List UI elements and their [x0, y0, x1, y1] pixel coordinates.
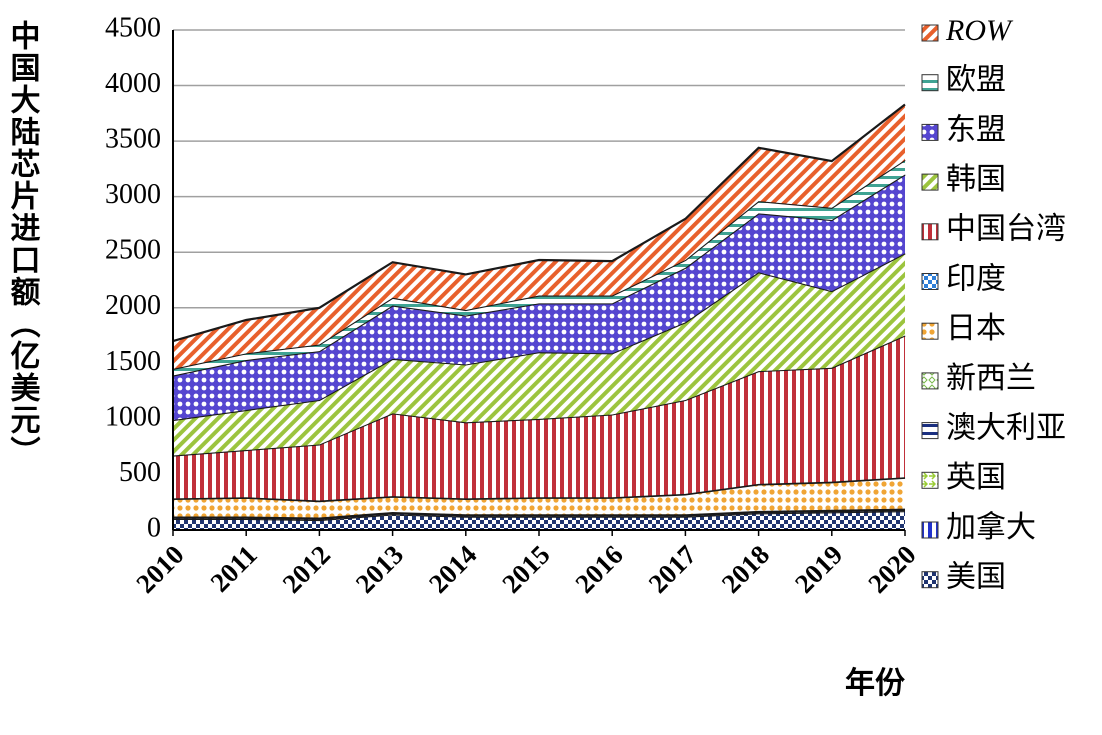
- area: [173, 253, 905, 456]
- x-tick-label: 2017: [643, 539, 702, 598]
- legend-label: 新西兰: [946, 362, 1036, 395]
- legend-swatch: [921, 123, 939, 141]
- y-tick-label: 2500: [105, 235, 161, 266]
- legend-label: 东盟: [946, 113, 1006, 146]
- legend-label: 中国台湾: [946, 213, 1066, 246]
- legend-swatch: [921, 372, 939, 390]
- y-tick-label: 3500: [105, 124, 161, 155]
- legend-swatch: [921, 571, 939, 589]
- legend-swatch: [921, 173, 939, 191]
- legend-label: 澳大利亚: [946, 411, 1066, 444]
- x-axis-title: 年份: [845, 667, 905, 700]
- x-tick-label: 2019: [789, 539, 848, 598]
- y-tick-label: 1000: [105, 401, 161, 432]
- legend-swatch: [921, 422, 939, 440]
- y-tick-label: 3000: [105, 179, 161, 210]
- legend-label: 美国: [946, 561, 1006, 594]
- x-tick-label: 2015: [496, 539, 555, 598]
- x-tick-label: 2012: [277, 539, 336, 598]
- y-axis-title: 中国大陆芯片进口额（亿美元）: [6, 20, 41, 468]
- area: [173, 104, 905, 369]
- legend-label: 韩国: [946, 163, 1006, 196]
- legend-label: 英国: [946, 461, 1006, 494]
- legend-label: ROW: [945, 14, 1014, 47]
- legend-swatch: [921, 521, 939, 539]
- legend-swatch: [921, 223, 939, 241]
- legend-swatch: [921, 471, 939, 489]
- x-tick-label: 2018: [716, 539, 775, 598]
- legend-swatch: [921, 74, 939, 92]
- area: [173, 335, 905, 501]
- x-tick-label: 2020: [862, 539, 921, 598]
- y-tick-label: 1500: [105, 346, 161, 377]
- x-tick-label: 2010: [130, 539, 189, 598]
- y-tick-label: 4000: [105, 68, 161, 99]
- y-tick-label: 4500: [105, 12, 161, 43]
- area: [173, 174, 905, 420]
- legend-swatch: [921, 273, 939, 290]
- area-edge: [172, 103, 906, 343]
- y-tick-label: 500: [119, 457, 161, 488]
- y-tick-label: 2000: [105, 290, 161, 321]
- legend-swatch: [921, 24, 939, 42]
- x-tick-label: 2014: [423, 539, 482, 598]
- legend-label: 加拿大: [946, 511, 1036, 544]
- x-tick-label: 2011: [204, 539, 262, 597]
- legend-label: 欧盟: [946, 64, 1006, 97]
- area: [173, 477, 905, 518]
- y-tick-label: 0: [147, 512, 161, 543]
- legend-label: 印度: [946, 262, 1006, 295]
- x-tick-label: 2013: [350, 539, 409, 598]
- legend-swatch: [921, 322, 939, 340]
- x-tick-label: 2016: [569, 539, 628, 598]
- legend-label: 日本: [946, 312, 1006, 345]
